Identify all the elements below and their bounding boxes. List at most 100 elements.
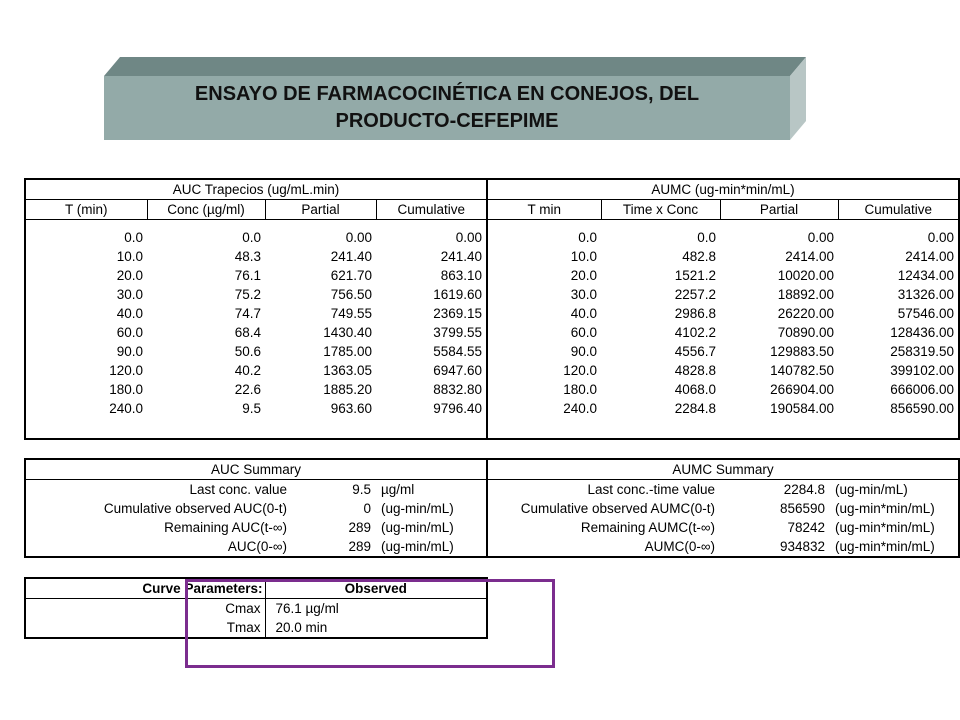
auc-cell: 68.4 [234,325,261,340]
auc-cell: 1363.05 [323,363,372,378]
aumc-cell: 0.0 [697,230,716,245]
aumc-summary-label: Last conc.-time value [486,479,720,499]
table-row: 240.0 9.5 963.60 9796.40 240.0 2284.8 190584.0… [25,399,959,418]
aumc-cell: 2986.8 [674,306,716,321]
aumc-cell: 10020.00 [777,268,834,283]
auc-cell: 6947.60 [433,363,482,378]
auc-cell: 20.0 [116,268,143,283]
auc-cell: 9.5 [242,401,261,416]
auc-cell: 0.00 [345,230,372,245]
aumc-summary-unit: (ug-min*min/mL) [835,539,935,554]
table-row: 180.0 22.6 1885.20 8832.80 180.0 4068.0 266904… [25,380,959,399]
concentration-data-table: AUC Trapecios (ug/mL.min) AUMC (ug-min*mi… [24,178,960,440]
title-line-2: PRODUCTO-CEFEPIME [335,110,559,132]
auc-cell: 22.6 [234,382,261,397]
spacer-cell [25,220,487,229]
table-row: 40.0 74.7 749.55 2369.15 40.0 2986.8 26220.00 5… [25,304,959,323]
auc-cell: 10.0 [116,249,143,264]
aumc-cell: 4068.0 [674,382,716,397]
auc-cell: 40.2 [234,363,261,378]
auc-cell: 48.3 [234,249,261,264]
spacer-cell [485,219,960,228]
auc-cell: 3799.55 [433,325,482,340]
cmax-value: 76.1 µg/ml [264,598,487,618]
aumc-column-header: T min [486,199,601,220]
aumc-column-header: Time x Conc [600,199,720,220]
auc-summary-label: Last conc. value [189,482,287,497]
auc-cell: 756.50 [330,287,372,302]
aumc-cell: 57546.00 [897,306,955,321]
aumc-cell: 1521.2 [674,268,716,283]
aumc-cell: 26220.00 [777,306,834,321]
aumc-cell: 0.0 [486,228,601,247]
auc-summary-unit: (ug-min/mL) [381,501,454,516]
auc-cell: 9796.40 [433,401,482,416]
aumc-cell: 0.00 [927,230,955,245]
aumc-cell: 4828.8 [674,363,716,378]
table-row: 120.0 40.2 1363.05 6947.60 120.0 4828.8 140782… [25,361,959,380]
auc-column-header: Conc (µg/ml) [146,199,265,220]
auc-summary-unit: µg/ml [381,482,415,497]
auc-summary-unit: (ug-min/mL) [381,520,454,535]
table-row: 10.0 48.3 241.40 241.40 10.0 482.8 2414.00 2414… [25,247,959,266]
aumc-cell: 60.0 [486,323,601,342]
aumc-summary-value: 78242 [787,520,826,535]
auc-summary-value: 289 [348,539,371,554]
auc-cell: 963.60 [330,401,372,416]
aumc-cell: 2284.8 [674,401,716,416]
aumc-cell: 0.00 [807,230,834,245]
auc-cell: 240.0 [109,401,143,416]
aumc-cell: 90.0 [486,342,601,361]
auc-cell: 241.40 [330,249,372,264]
aumc-column-header: Partial [719,199,838,220]
aumc-cell: 180.0 [486,380,601,399]
aumc-cell: 4556.7 [674,344,716,359]
auc-cell: 120.0 [109,363,143,378]
aumc-cell: 140782.50 [770,363,834,378]
aumc-cell: 70890.00 [777,325,834,340]
aumc-summary-unit: (ug-min/mL) [835,482,908,497]
auc-cell: 1785.00 [323,344,372,359]
auc-cell: 0.00 [455,230,482,245]
aumc-summary-label: Remaining AUMC(t-∞) [486,518,720,537]
auc-cell: 75.2 [234,287,261,302]
summary-row: Last conc. value 9.5 µg/ml Last conc.-time … [25,479,959,499]
aumc-cell: 120.0 [486,361,601,380]
aumc-summary-label: AUMC(0-∞) [486,537,720,557]
auc-cell: 60.0 [116,325,143,340]
title-banner [104,57,806,140]
auc-cell: 241.40 [440,249,482,264]
auc-cell: 749.55 [330,306,372,321]
auc-cell: 863.10 [440,268,482,283]
auc-cell: 621.70 [330,268,372,283]
tmax-label: Tmax [226,620,261,635]
auc-summary-value: 289 [348,520,371,535]
summary-row: Remaining AUC(t-∞) 289 (ug-min/mL) Remainin… [25,518,959,537]
aumc-cell: 482.8 [682,249,716,264]
aumc-cell: 40.0 [486,304,601,323]
aumc-cell: 399102.00 [890,363,955,378]
auc-column-header: Partial [264,199,376,220]
auc-trapecios-header: AUC Trapecios (ug/mL.min) [25,179,487,200]
auc-summary-label: AUC(0-∞) [227,539,287,554]
table-row: 0.0 0.0 0.00 0.00 0.0 0.0 0.00 0.00 [25,228,959,247]
table-row: 60.0 68.4 1430.40 3799.55 60.0 4102.2 70890.00… [25,323,959,342]
auc-summary-unit: (ug-min/mL) [381,539,454,554]
auc-cell: 2369.15 [433,306,482,321]
aumc-cell: 666006.00 [890,382,955,397]
banner-side-face [790,57,806,140]
aumc-cell: 31326.00 [897,287,955,302]
aumc-cell: 258319.50 [890,344,955,359]
auc-cell: 8832.80 [433,382,482,397]
aumc-cell: 190584.00 [770,401,834,416]
aumc-header: AUMC (ug-min*min/mL) [485,179,960,200]
auc-cell: 1619.60 [433,287,482,302]
aumc-cell: 2414.00 [785,249,834,264]
auc-cell: 90.0 [116,344,143,359]
aumc-cell: 18892.00 [777,287,834,302]
aumc-cell: 12434.00 [897,268,955,283]
aumc-cell: 2414.00 [905,249,955,264]
aumc-cell: 266904.00 [770,382,834,397]
aumc-column-header: Cumulative [837,199,960,220]
auc-cell: 74.7 [234,306,261,321]
